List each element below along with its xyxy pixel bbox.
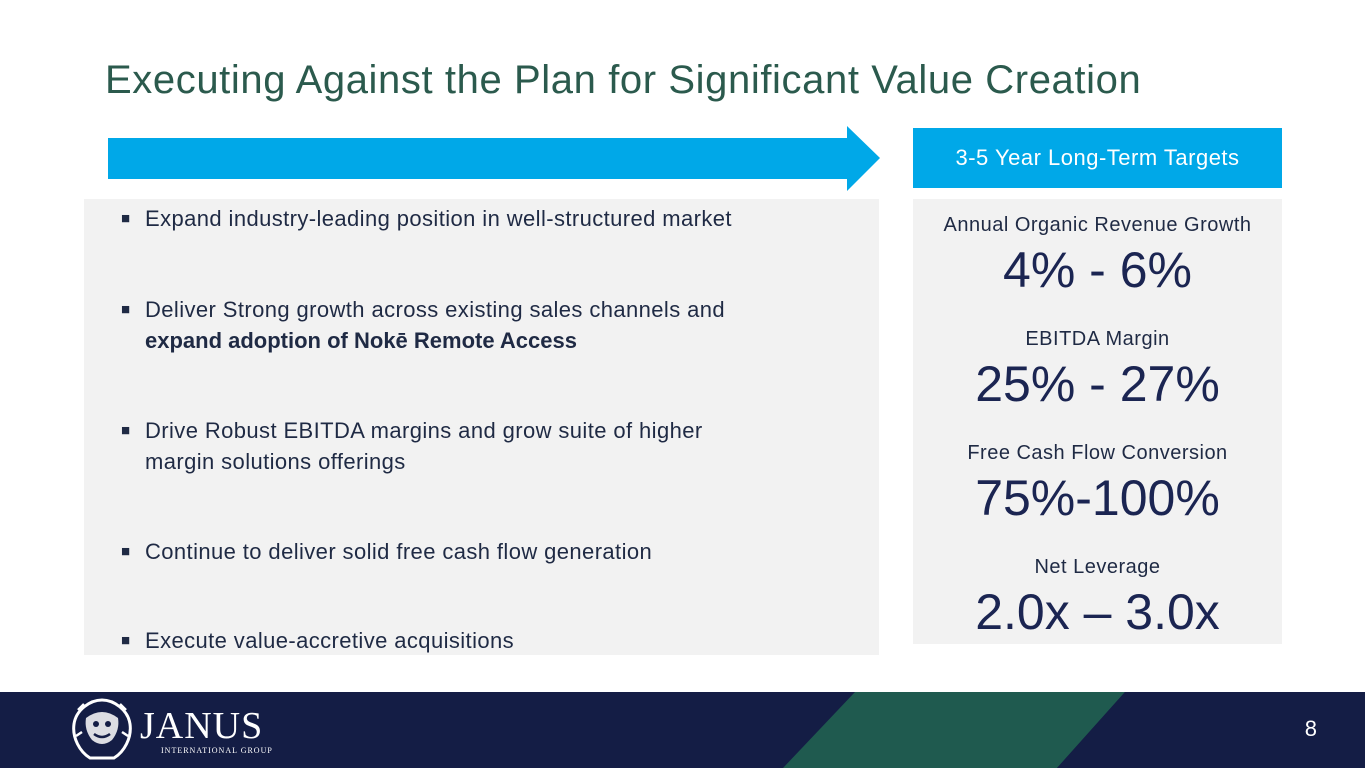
bullet-marker: ■ [121,422,131,439]
bullet-marker: ■ [121,632,131,649]
logo-wordmark: JANUS [140,705,264,747]
metric-value: 25% - 27% [975,356,1220,412]
metric-label: Net Leverage [1034,556,1161,578]
metric-value: 75%-100% [975,470,1220,526]
initiative-item: ■ Continue to deliver solid free cash fl… [121,536,652,567]
initiative-item: ■ Execute value-accretive acquisitions [121,625,514,656]
targets-header: 3-5 Year Long-Term Targets [913,128,1282,188]
progress-arrow [108,126,880,191]
bullet-marker: ■ [121,543,131,560]
footer-stripes [783,692,1365,768]
initiative-text: Expand industry-leading position in well… [145,206,732,231]
targets-panel: Annual Organic Revenue Growth 4% - 6% EB… [913,199,1282,644]
initiative-text: Execute value-accretive acquisitions [145,628,515,653]
company-logo: JANUS INTERNATIONAL GROUP [70,696,280,764]
initiative-text: Drive Robust EBITDA margins and grow sui… [145,418,703,443]
footer-bar: JANUS INTERNATIONAL GROUP 8 [0,692,1365,768]
bullet-marker: ■ [121,301,131,318]
metric-value: 2.0x – 3.0x [975,584,1220,640]
initiative-item: ■ Deliver Strong growth across existing … [121,294,725,356]
logo-subtitle: INTERNATIONAL GROUP [161,746,273,755]
initiatives-panel [84,199,879,655]
initiative-text-line2: margin solutions offerings [145,449,406,474]
metric-label: Annual Organic Revenue Growth [943,214,1252,236]
bullet-marker: ■ [121,210,131,227]
initiative-bold-text: expand adoption of Nokē Remote Access [145,328,577,353]
metric-label: EBITDA Margin [1025,328,1170,350]
initiative-text: Deliver Strong growth across existing sa… [145,297,726,322]
slide-title: Executing Against the Plan for Significa… [105,58,1142,102]
page-number: 8 [1304,716,1317,741]
initiative-text: Continue to deliver solid free cash flow… [145,539,653,564]
lion-crest-icon [72,698,132,760]
initiative-item: ■ Expand industry-leading position in we… [121,203,732,234]
metric-value: 4% - 6% [1003,242,1192,298]
initiative-item: ■ Drive Robust EBITDA margins and grow s… [121,415,703,477]
metric-label: Free Cash Flow Conversion [967,442,1228,464]
